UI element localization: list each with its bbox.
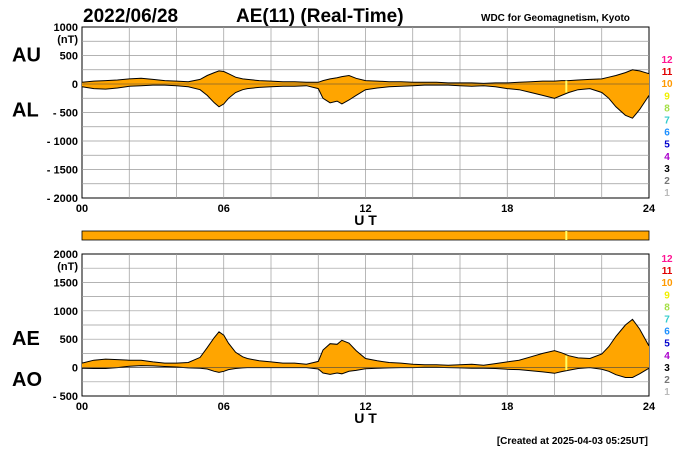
- station-count-label: 1: [664, 387, 670, 398]
- series-line-al: [81, 84, 650, 119]
- chart-title: AE(11) (Real-Time): [236, 6, 404, 27]
- station-count-label: 2: [664, 375, 670, 386]
- station-count-label: 7: [664, 315, 670, 326]
- upper-index-label: AU: [12, 45, 41, 67]
- x-tick-label: 18: [501, 401, 513, 413]
- created-timestamp: [Created at 2025-04-03 05:25UT]: [497, 436, 648, 447]
- x-tick-label: 12: [359, 203, 371, 215]
- unit-label: (nT): [57, 261, 78, 273]
- y-tick-label: 1000: [54, 22, 78, 34]
- lower-index-label: AO: [12, 369, 42, 391]
- station-count-label: 10: [661, 278, 673, 289]
- y-tick-label: - 1500: [47, 165, 78, 177]
- station-count-label: 6: [664, 128, 670, 139]
- station-count-label: 12: [661, 55, 673, 66]
- station-count-label: 3: [664, 363, 670, 374]
- station-count-label: 4: [664, 351, 670, 362]
- data-status-bar: [81, 230, 650, 241]
- station-count-label: 11: [662, 266, 673, 277]
- source-label: WDC for Geomagnetism, Kyoto: [481, 13, 630, 24]
- y-tick-label: 2000: [54, 249, 78, 261]
- station-count-label: 5: [664, 140, 670, 151]
- x-tick-label: 12: [359, 401, 371, 413]
- lower-index-label: AL: [12, 100, 39, 122]
- y-tick-label: - 500: [53, 108, 78, 120]
- x-tick-label: 24: [643, 203, 656, 215]
- x-axis-label: U T: [354, 212, 377, 228]
- station-count-label: 5: [664, 339, 670, 350]
- x-tick-label: 00: [76, 401, 88, 413]
- station-count-label: 8: [664, 302, 670, 313]
- series-line-au: [81, 69, 650, 84]
- upper-index-label: AE: [12, 328, 40, 350]
- x-tick-label: 00: [76, 203, 88, 215]
- series-area-fill: [82, 69, 649, 119]
- y-tick-label: 500: [60, 334, 78, 346]
- station-count-label: 8: [664, 103, 670, 114]
- y-tick-label: - 500: [53, 391, 78, 403]
- y-tick-label: 0: [72, 363, 78, 375]
- station-count-label: 3: [664, 164, 670, 175]
- ae-ao-panel: 2000 1500 1000 500 0 - 500 (nT) 00 06 12 18 24 U T AE…: [12, 230, 656, 426]
- station-count-label: 12: [661, 254, 673, 265]
- unit-label: (nT): [57, 34, 78, 46]
- y-tick-label: 1000: [54, 306, 78, 318]
- station-count-label: 7: [664, 116, 670, 127]
- y-tick-label: 500: [60, 51, 78, 63]
- x-tick-label: 06: [218, 401, 230, 413]
- station-count-label: 9: [664, 91, 670, 102]
- x-tick-label: 18: [501, 203, 513, 215]
- station-count-label: 6: [664, 327, 670, 338]
- date-title: 2022/06/28: [83, 6, 178, 27]
- station-count-label: 4: [664, 152, 670, 163]
- series-line-ao: [81, 365, 650, 378]
- x-tick-label: 06: [218, 203, 230, 215]
- station-count-label: 9: [664, 290, 670, 301]
- station-count-label: 10: [661, 79, 673, 90]
- station-count-label: 2: [664, 176, 670, 187]
- series-line-ae: [81, 318, 650, 366]
- series-area-fill: [82, 319, 649, 378]
- y-tick-label: 1500: [54, 277, 78, 289]
- au-al-panel: 1000 500 0 - 500 - 1000 - 1500 - 2000 (nT) 00 06 1…: [12, 22, 656, 228]
- station-count-label: 1: [664, 188, 670, 199]
- x-axis-label: U T: [354, 410, 377, 426]
- y-tick-label: - 1000: [47, 136, 78, 148]
- x-tick-label: 24: [643, 401, 656, 413]
- station-count-label: 11: [662, 67, 673, 78]
- y-tick-label: - 2000: [47, 193, 78, 205]
- y-tick-label: 0: [72, 79, 78, 91]
